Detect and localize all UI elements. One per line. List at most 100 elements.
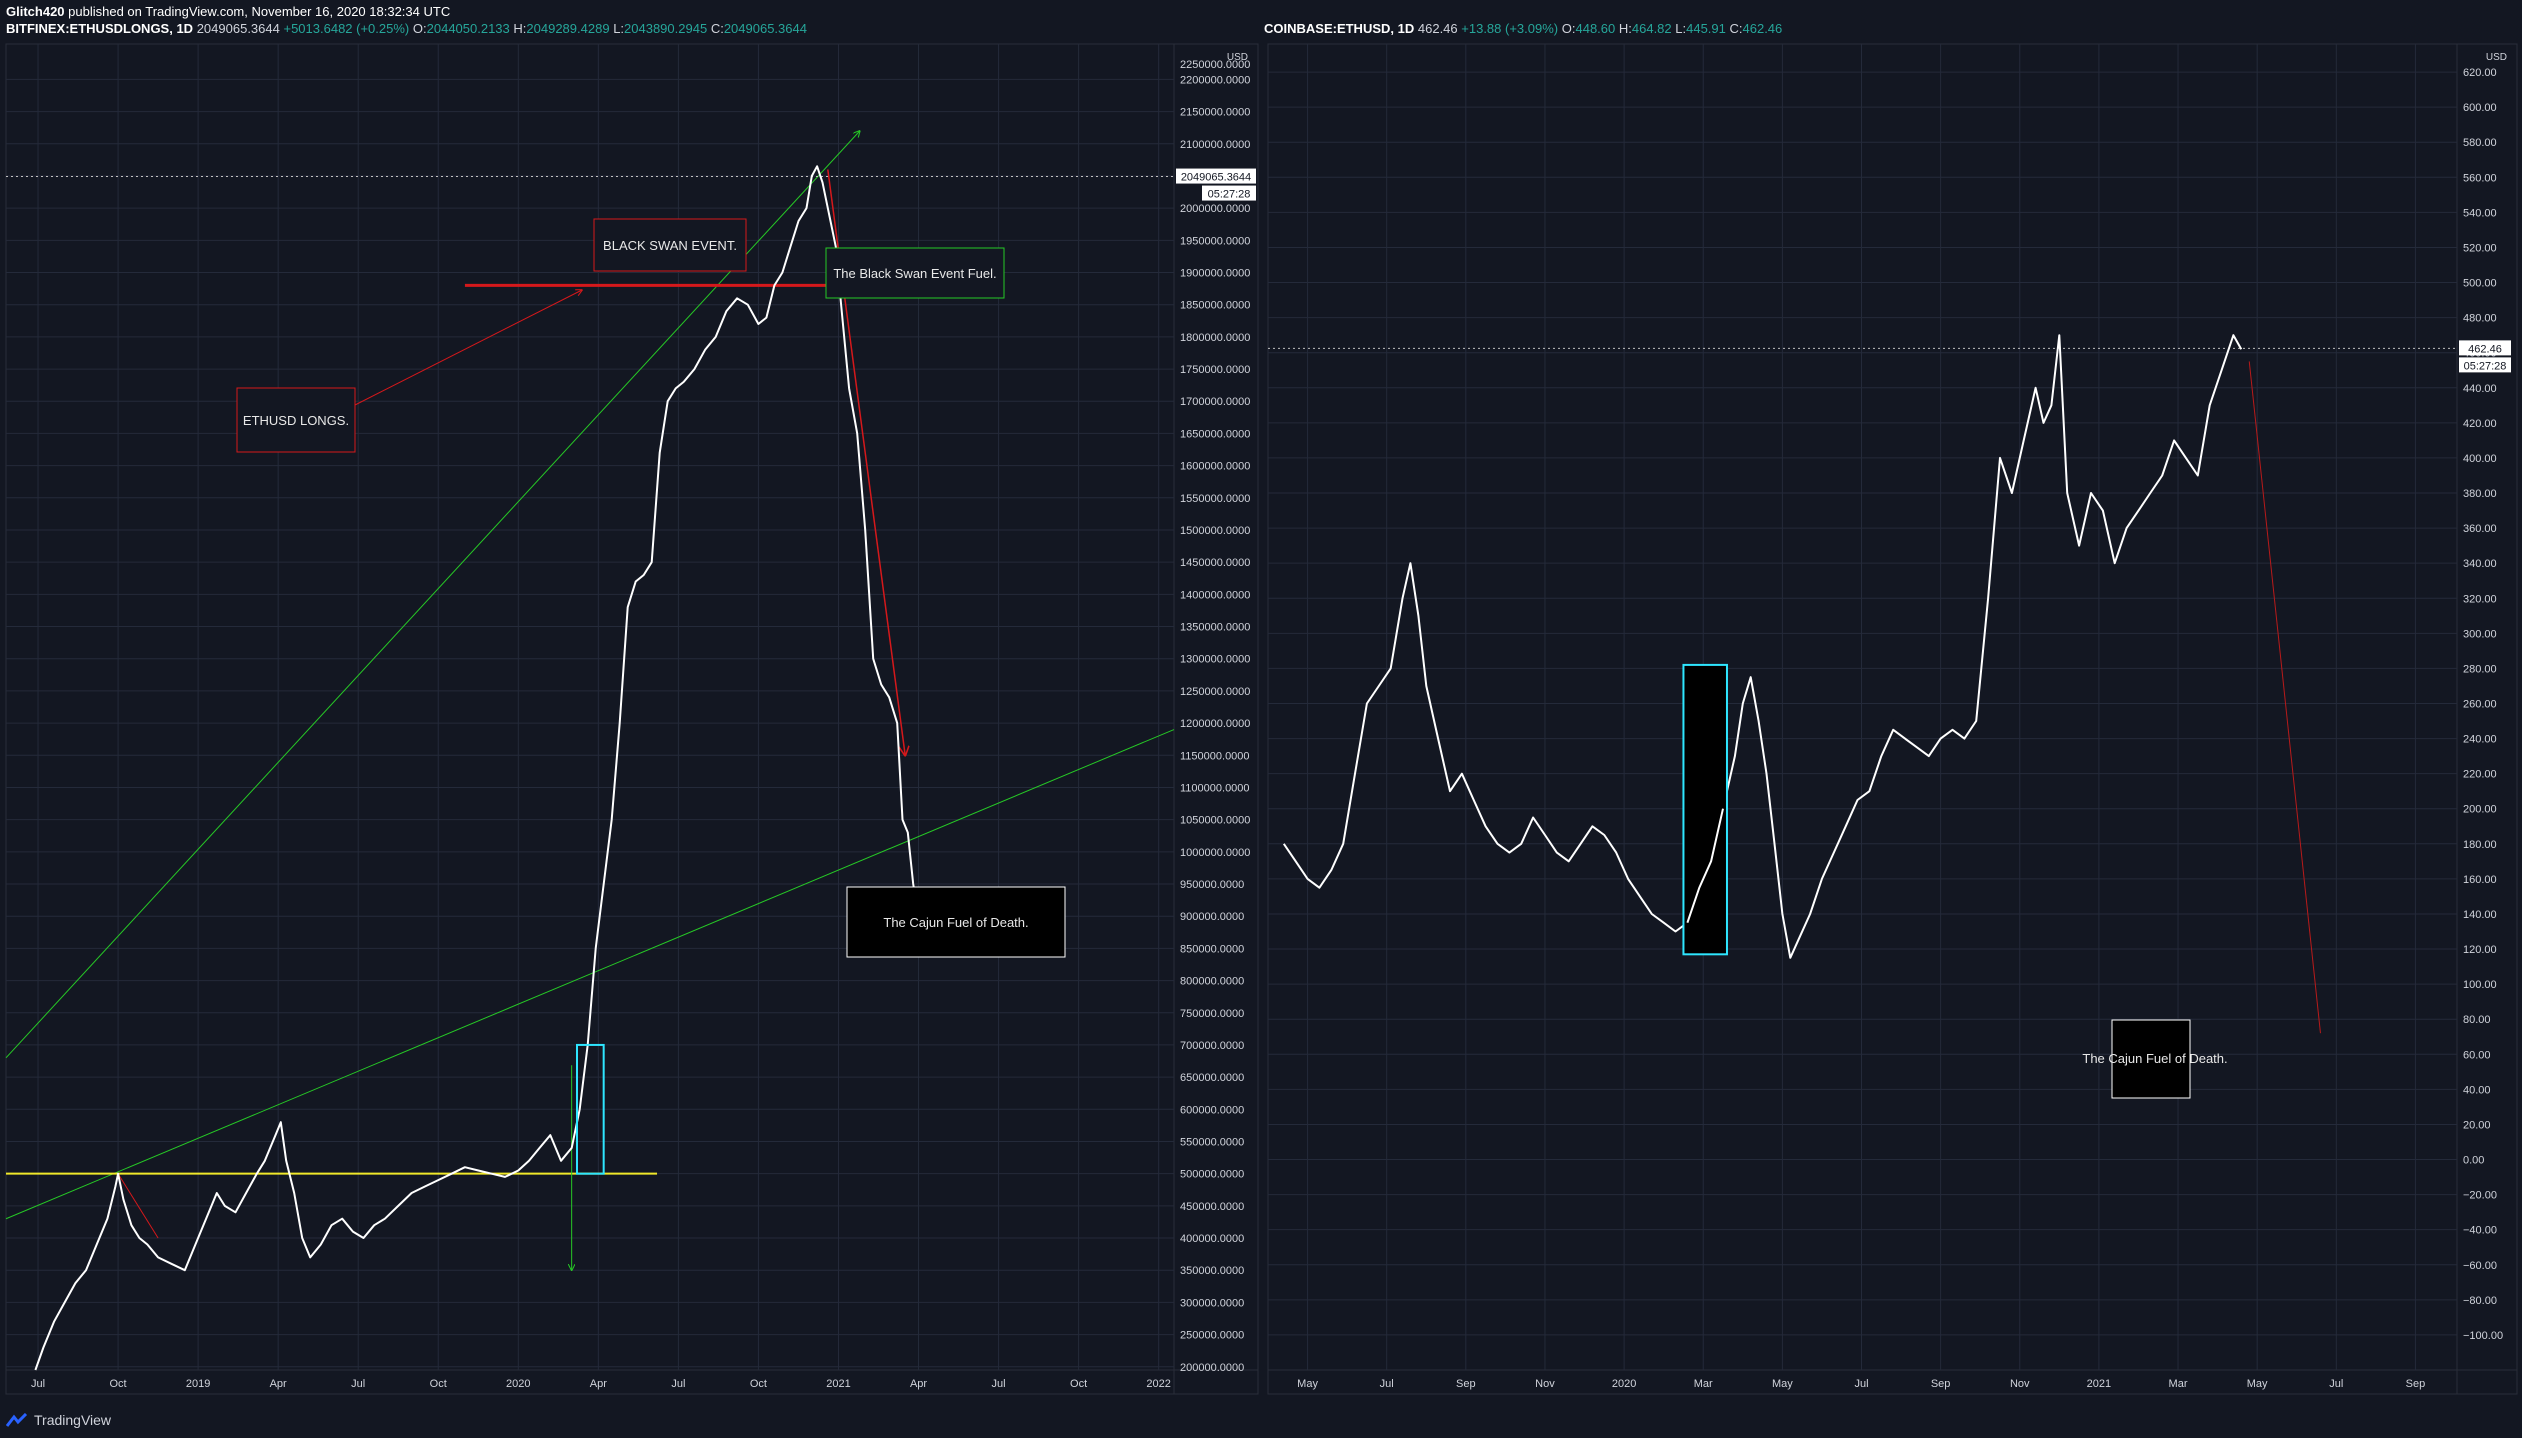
left-c-label: C: — [710, 21, 724, 36]
x-tick-label: Nov — [1535, 1378, 1555, 1390]
left-low: 2043890.2945 — [624, 21, 708, 36]
right-high: 464.82 — [1631, 21, 1672, 36]
annotation-text: The Black Swan Event Fuel. — [833, 266, 996, 281]
y-tick-label: 1250000.0000 — [1180, 686, 1250, 698]
y-tick-label: 1550000.0000 — [1180, 493, 1250, 505]
y-tick-label: 350000.0000 — [1180, 1265, 1244, 1277]
annotation-text-right: The Cajun Fuel of Death. — [2082, 1051, 2227, 1066]
y-tick-label: 200000.0000 — [1180, 1362, 1244, 1374]
y-tick-label: 1950000.0000 — [1180, 235, 1250, 247]
y-tick-label: −80.00 — [2463, 1295, 2497, 1307]
published-text: published on TradingView.com, November 1… — [68, 4, 451, 19]
x-tick-label: Jul — [1380, 1378, 1394, 1390]
y-tick-label: 240.00 — [2463, 734, 2497, 746]
x-tick-label: May — [1772, 1378, 1793, 1390]
y-tick-label: 120.00 — [2463, 944, 2497, 956]
y-tick-label: 450000.0000 — [1180, 1201, 1244, 1213]
y-tick-label: 2100000.0000 — [1180, 139, 1250, 151]
y-tick-label: 440.00 — [2463, 383, 2497, 395]
y-tick-label: 160.00 — [2463, 874, 2497, 886]
x-tick-label: Mar — [2169, 1378, 2188, 1390]
y-tick-label: 1800000.0000 — [1180, 332, 1250, 344]
price-tag-label: 2049065.3644 — [1181, 172, 1251, 184]
pane-border — [1267, 43, 2518, 1395]
red-projection-line — [2248, 361, 2321, 1034]
y-tick-label: 500000.0000 — [1180, 1169, 1244, 1181]
right-legend: COINBASE:ETHUSD, 1D 462.46 +13.88 (+3.09… — [1264, 21, 1782, 36]
x-tick-label: Sep — [1456, 1378, 1476, 1390]
y-tick-label: 0.00 — [2463, 1155, 2484, 1167]
y-tick-label: −20.00 — [2463, 1190, 2497, 1202]
left-symbol[interactable]: BITFINEX:ETHUSDLONGS, 1D — [6, 21, 194, 36]
cyan-highlight-box — [575, 1043, 605, 1175]
time-tag-label: 05:27:28 — [1208, 189, 1251, 201]
y-tick-label: 580.00 — [2463, 137, 2497, 149]
footer[interactable]: TradingView — [6, 1412, 111, 1428]
y-tick-label: 650000.0000 — [1180, 1072, 1244, 1084]
y-tick-label: 280.00 — [2463, 663, 2497, 675]
x-tick-label: May — [2247, 1378, 2268, 1390]
x-tick-label: Oct — [750, 1378, 767, 1390]
y-tick-label: −40.00 — [2463, 1225, 2497, 1237]
right-open: 448.60 — [1575, 21, 1616, 36]
left-legend: BITFINEX:ETHUSDLONGS, 1D 2049065.3644 +5… — [6, 21, 807, 36]
right-o-label: O: — [1561, 21, 1576, 36]
y-tick-label: 560.00 — [2463, 172, 2497, 184]
right-c-label: C: — [1729, 21, 1743, 36]
y-tick-label: 1350000.0000 — [1180, 622, 1250, 634]
x-tick-label: Jul — [351, 1378, 365, 1390]
red-diagonal-arrow — [354, 290, 582, 406]
left-grid — [5, 43, 1259, 1395]
y-tick-label: 260.00 — [2463, 698, 2497, 710]
y-tick-label: 320.00 — [2463, 593, 2497, 605]
y-tick-label: 360.00 — [2463, 523, 2497, 535]
x-tick-label: 2021 — [2087, 1378, 2111, 1390]
x-tick-label: Jul — [671, 1378, 685, 1390]
annotation-text: The Cajun Fuel of Death. — [883, 915, 1028, 930]
right-change: +13.88 (+3.09%) — [1461, 21, 1559, 36]
y-tick-label: 480.00 — [2463, 313, 2497, 325]
left-change: +5013.6482 (+0.25%) — [283, 21, 410, 36]
x-tick-label: Apr — [590, 1378, 607, 1390]
annotation-box — [825, 247, 1005, 299]
annotation-box — [593, 218, 747, 272]
annotation-box — [236, 387, 356, 453]
left-high: 2049289.4289 — [526, 21, 610, 36]
y-tick-label: 1000000.0000 — [1180, 847, 1250, 859]
y-tick-label: 220.00 — [2463, 769, 2497, 781]
time-tag-label-right: 05:27:28 — [2464, 360, 2507, 372]
y-tick-label: 400000.0000 — [1180, 1233, 1244, 1245]
time-tag-bg — [1202, 185, 1256, 201]
y-tick-label: 600000.0000 — [1180, 1104, 1244, 1116]
x-tick-label: Apr — [270, 1378, 287, 1390]
y-tick-label: 1100000.0000 — [1180, 782, 1250, 794]
x-tick-label: Oct — [430, 1378, 447, 1390]
y-tick-label: 1200000.0000 — [1180, 718, 1250, 730]
x-tick-label: Jul — [2329, 1378, 2343, 1390]
x-tick-label: 2020 — [1612, 1378, 1636, 1390]
x-tick-label: Oct — [1070, 1378, 1087, 1390]
time-tag-bg-right — [2459, 357, 2511, 373]
right-price-series — [1282, 334, 2243, 959]
x-tick-label: 2019 — [186, 1378, 210, 1390]
author-name[interactable]: Glitch420 — [6, 4, 65, 19]
y-tick-label: 1750000.0000 — [1180, 364, 1250, 376]
right-symbol[interactable]: COINBASE:ETHUSD, 1D — [1264, 21, 1415, 36]
x-tick-label: Nov — [2010, 1378, 2030, 1390]
y-tick-label: 140.00 — [2463, 909, 2497, 921]
y-top-tick-label: 2250000.0000 — [1180, 59, 1250, 71]
y-tick-label: 1450000.0000 — [1180, 557, 1250, 569]
y-tick-label: 1700000.0000 — [1180, 396, 1250, 408]
right-close: 462.46 — [1742, 21, 1783, 36]
y-tick-label: 250000.0000 — [1180, 1330, 1244, 1342]
y-tick-label: 100.00 — [2463, 979, 2497, 991]
x-tick-label: Oct — [110, 1378, 127, 1390]
currency-label: USD — [2486, 52, 2507, 63]
y-tick-label: 1900000.0000 — [1180, 268, 1250, 280]
left-open: 2044050.2133 — [426, 21, 510, 36]
y-tick-label: 400.00 — [2463, 453, 2497, 465]
y-tick-label: 550000.0000 — [1180, 1136, 1244, 1148]
y-tick-label: 750000.0000 — [1180, 1008, 1244, 1020]
y-tick-label: 40.00 — [2463, 1084, 2491, 1096]
